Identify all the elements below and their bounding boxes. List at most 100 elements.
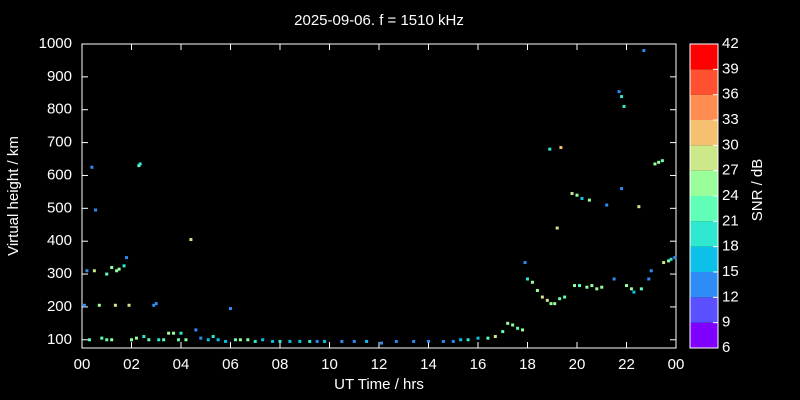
point <box>548 147 552 151</box>
point <box>271 339 275 343</box>
point <box>224 339 228 343</box>
x-tick-label: 00 <box>74 356 91 373</box>
point <box>575 193 579 197</box>
colorbar-band <box>690 322 718 348</box>
point <box>555 226 559 230</box>
point <box>660 159 664 163</box>
point <box>233 338 237 342</box>
x-tick-label: 08 <box>272 356 289 373</box>
point <box>590 284 594 288</box>
point <box>535 288 539 292</box>
point <box>587 198 591 202</box>
colorbar-label: SNR / dB <box>749 159 766 222</box>
x-axis-label: UT Time / hrs <box>334 376 424 393</box>
plot-frame <box>81 43 677 349</box>
colorbar-band <box>690 170 718 196</box>
point <box>167 331 171 335</box>
point <box>298 339 302 343</box>
colorbar-tick-label: 27 <box>722 162 739 179</box>
point <box>323 339 327 343</box>
y-tick-label: 100 <box>47 331 72 348</box>
point <box>147 338 151 342</box>
point <box>189 238 193 242</box>
x-tick-label: 14 <box>420 356 437 373</box>
colorbar-band <box>690 272 718 298</box>
point <box>157 338 161 342</box>
point <box>94 208 98 212</box>
point <box>379 341 383 345</box>
point <box>172 331 176 335</box>
x-tick-label: 16 <box>470 356 487 373</box>
colorbar-band <box>690 69 718 95</box>
point <box>110 265 114 269</box>
point <box>134 336 138 340</box>
point <box>639 287 643 291</box>
colorbar-tick-label: 33 <box>722 111 739 128</box>
point <box>662 261 666 265</box>
point <box>162 338 166 342</box>
point <box>216 338 220 342</box>
point <box>559 146 563 150</box>
point <box>177 338 181 342</box>
point <box>90 165 94 169</box>
x-tick-label: 00 <box>668 356 685 373</box>
x-tick-label: 02 <box>123 356 140 373</box>
colorbar-band <box>690 94 718 120</box>
point <box>142 334 146 338</box>
point <box>466 338 470 342</box>
point <box>125 256 129 260</box>
point <box>315 339 319 343</box>
point <box>637 205 641 209</box>
point <box>82 303 86 307</box>
colorbar-band <box>690 145 718 171</box>
y-axis-label: Virtual height / km <box>5 136 22 256</box>
point <box>673 256 677 260</box>
point <box>105 272 109 276</box>
y-tick-label: 1000 <box>39 35 72 52</box>
point <box>154 302 158 306</box>
point <box>117 267 121 271</box>
colorbar-tick-label: 6 <box>722 339 730 356</box>
point <box>352 339 356 343</box>
point <box>486 336 490 340</box>
point <box>122 264 126 268</box>
point <box>622 104 626 108</box>
point <box>246 338 250 342</box>
colorbar-tick-label: 42 <box>722 35 739 52</box>
y-tick-label: 600 <box>47 166 72 183</box>
point <box>199 336 203 340</box>
x-tick-label: 20 <box>569 356 586 373</box>
point <box>653 162 657 166</box>
point <box>667 259 671 263</box>
point <box>585 285 589 289</box>
point <box>130 338 133 342</box>
point <box>85 269 89 273</box>
point <box>657 160 661 164</box>
point <box>278 339 282 343</box>
colorbar-tick-label: 15 <box>722 263 739 280</box>
point <box>194 328 198 332</box>
point <box>549 302 553 306</box>
colorbar-band <box>690 120 718 146</box>
point <box>229 307 232 311</box>
point <box>238 338 242 342</box>
point <box>288 339 292 343</box>
point <box>553 302 557 306</box>
y-tick-label: 500 <box>47 199 72 216</box>
y-tick-label: 800 <box>47 101 72 118</box>
point <box>629 287 633 291</box>
point <box>412 339 416 343</box>
colorbar-tick-label: 30 <box>722 136 739 153</box>
colorbar-tick-label: 24 <box>722 187 739 204</box>
point <box>340 339 344 343</box>
point <box>501 330 505 334</box>
point <box>669 257 673 261</box>
point <box>127 303 131 307</box>
point <box>427 339 430 343</box>
y-tick-label: 700 <box>47 134 72 151</box>
y-tick-label: 300 <box>47 265 72 282</box>
point <box>459 338 463 342</box>
point <box>620 187 624 191</box>
colorbar-tick-label: 18 <box>722 238 739 255</box>
